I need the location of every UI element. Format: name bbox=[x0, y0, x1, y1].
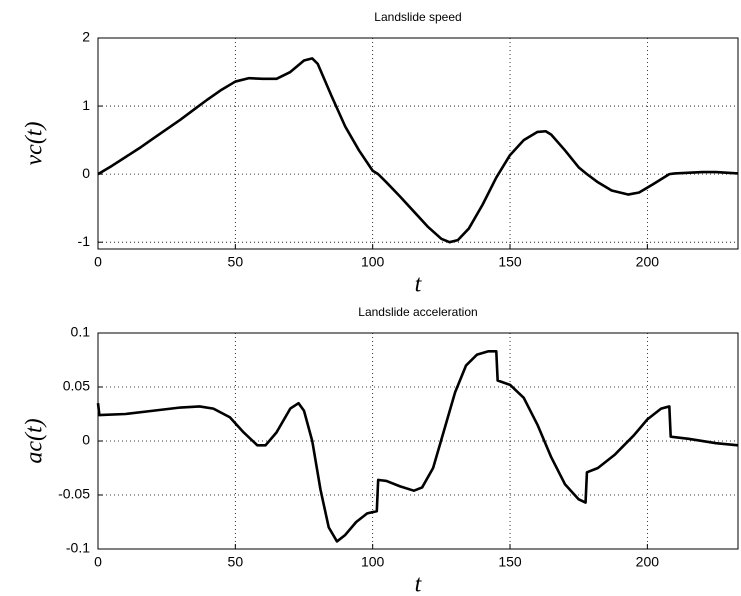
y-tick-label: -0.05 bbox=[58, 486, 90, 502]
chart-title: Landslide acceleration bbox=[358, 305, 477, 319]
x-tick-label: 200 bbox=[636, 554, 660, 570]
x-tick-label: 150 bbox=[498, 254, 522, 270]
y-axis-label: ac(t) bbox=[22, 418, 48, 463]
x-axis-label: t bbox=[415, 272, 423, 298]
chart-title: Landslide speed bbox=[374, 10, 461, 24]
y-tick-label: 0 bbox=[82, 432, 90, 448]
x-axis-label: t bbox=[415, 572, 423, 596]
x-tick-label: 100 bbox=[361, 554, 385, 570]
y-tick-label: -0.1 bbox=[66, 540, 90, 556]
y-axis-label: vc(t) bbox=[22, 122, 48, 166]
x-tick-label: 0 bbox=[94, 254, 102, 270]
y-tick-label: 0.05 bbox=[63, 378, 90, 394]
line-series bbox=[96, 350, 739, 543]
x-tick-label: 50 bbox=[228, 254, 244, 270]
x-tick-label: 50 bbox=[228, 554, 244, 570]
y-tick-label: 0 bbox=[82, 165, 90, 181]
y-tick-label: 0.1 bbox=[71, 324, 91, 340]
axes-frame bbox=[97, 332, 739, 550]
plot-area bbox=[98, 38, 738, 249]
x-tick-label: 200 bbox=[636, 254, 660, 270]
x-tick-label: 100 bbox=[361, 254, 385, 270]
x-tick-label: 0 bbox=[94, 554, 102, 570]
y-tick-label: 2 bbox=[82, 29, 90, 45]
y-tick-label: 1 bbox=[82, 97, 90, 113]
x-tick-label: 150 bbox=[498, 554, 522, 570]
line-series bbox=[97, 57, 739, 244]
axes-frame bbox=[97, 37, 739, 250]
y-tick-label: -1 bbox=[78, 233, 91, 249]
